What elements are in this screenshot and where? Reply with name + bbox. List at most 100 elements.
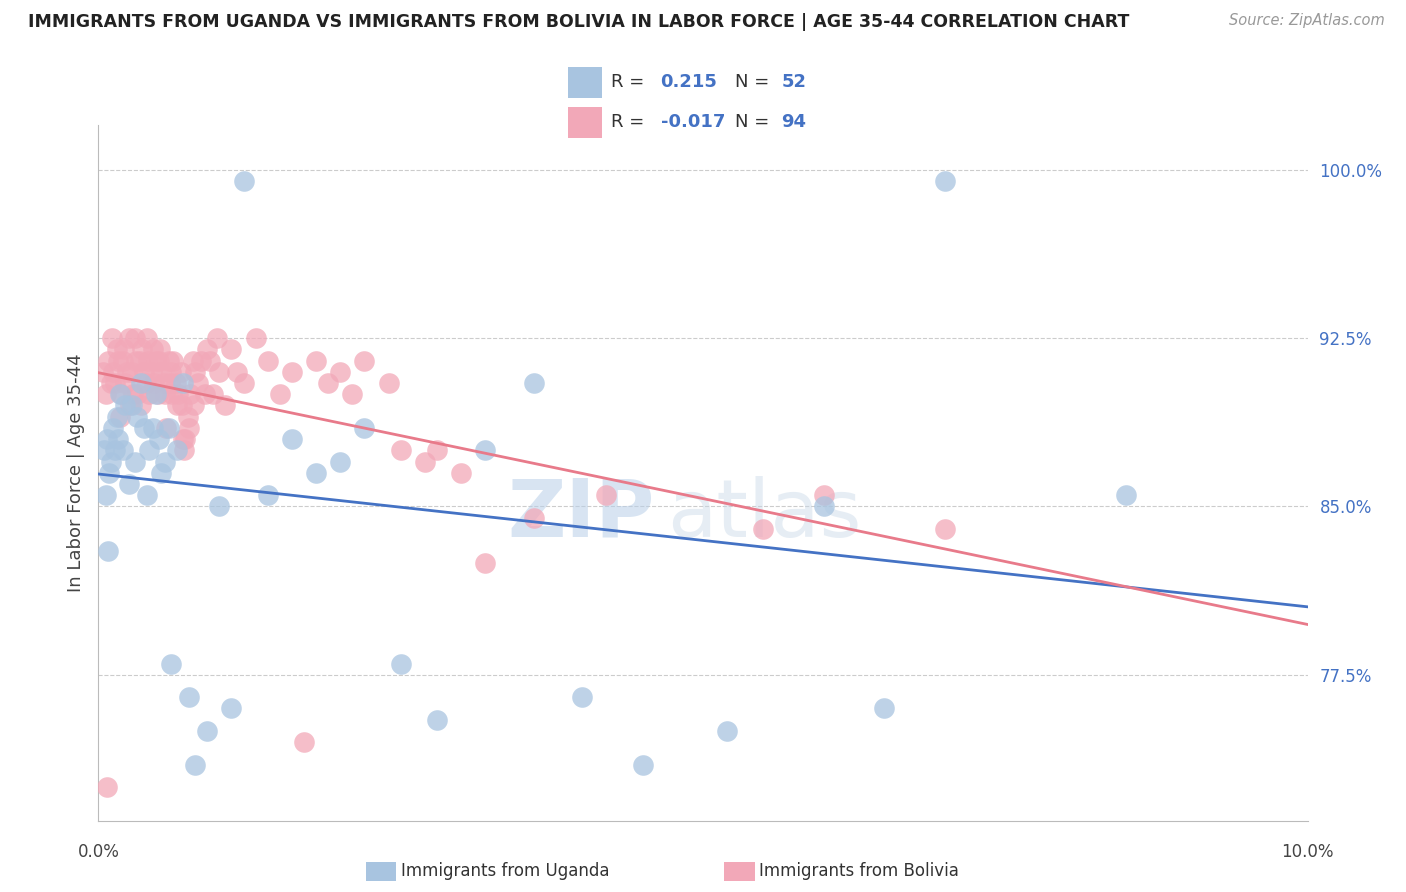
Point xyxy=(152,376,174,390)
Point xyxy=(135,488,157,502)
Point xyxy=(150,365,173,379)
Point xyxy=(174,432,197,446)
Point xyxy=(146,387,169,401)
Text: 10.0%: 10.0% xyxy=(1281,843,1334,861)
Point xyxy=(160,387,183,401)
Point xyxy=(122,387,145,401)
Point xyxy=(172,432,194,446)
Point xyxy=(232,174,254,188)
Point xyxy=(135,331,157,345)
Point xyxy=(316,376,339,390)
Point xyxy=(135,376,157,390)
Point xyxy=(523,376,546,390)
Point xyxy=(221,343,243,357)
Y-axis label: In Labor Force | Age 35-44: In Labor Force | Age 35-44 xyxy=(66,353,84,592)
Point xyxy=(426,443,449,458)
Point xyxy=(716,723,738,738)
Point xyxy=(159,376,181,390)
Point xyxy=(114,399,136,413)
Point xyxy=(269,387,291,401)
Text: N =: N = xyxy=(735,113,775,131)
Point xyxy=(121,399,143,413)
Point xyxy=(813,500,835,514)
Point xyxy=(353,353,375,368)
Point xyxy=(143,376,166,390)
Point xyxy=(118,399,141,413)
Bar xyxy=(568,107,602,138)
Text: Immigrants from Bolivia: Immigrants from Bolivia xyxy=(759,863,959,880)
Point xyxy=(125,353,148,368)
Point xyxy=(93,443,115,458)
Point xyxy=(148,432,170,446)
Point xyxy=(523,510,546,524)
Point xyxy=(142,343,165,357)
Point xyxy=(94,488,117,502)
Point xyxy=(190,353,212,368)
Point xyxy=(329,454,352,468)
Point xyxy=(179,421,201,435)
Point xyxy=(108,387,131,401)
Point xyxy=(813,488,835,502)
Point xyxy=(752,522,775,536)
Point xyxy=(101,365,124,379)
Point xyxy=(342,387,364,401)
Point xyxy=(128,353,150,368)
Point xyxy=(153,454,176,468)
Point xyxy=(100,331,122,345)
Point xyxy=(166,443,188,458)
Point xyxy=(110,387,132,401)
Point xyxy=(413,454,436,468)
Point xyxy=(134,421,156,435)
Point xyxy=(100,454,122,468)
Point xyxy=(187,376,209,390)
Point xyxy=(155,421,177,435)
Text: N =: N = xyxy=(735,73,775,91)
Point xyxy=(389,443,412,458)
Text: -0.017: -0.017 xyxy=(661,113,725,131)
Point xyxy=(98,466,121,480)
Point xyxy=(198,353,221,368)
Point xyxy=(571,690,593,705)
Point xyxy=(169,365,191,379)
Point xyxy=(167,387,190,401)
Text: Immigrants from Uganda: Immigrants from Uganda xyxy=(401,863,609,880)
Point xyxy=(177,409,200,424)
Point xyxy=(934,522,956,536)
Point xyxy=(179,387,201,401)
Point xyxy=(474,556,496,570)
Point xyxy=(127,409,149,424)
Point xyxy=(181,353,204,368)
Point xyxy=(202,387,225,401)
Point xyxy=(136,353,159,368)
Point xyxy=(157,353,180,368)
Point xyxy=(112,343,135,357)
Point xyxy=(108,409,131,424)
Point xyxy=(305,466,328,480)
Text: 0.215: 0.215 xyxy=(661,73,717,91)
Point xyxy=(221,701,243,715)
Point xyxy=(148,353,170,368)
Point xyxy=(256,488,278,502)
Text: IMMIGRANTS FROM UGANDA VS IMMIGRANTS FROM BOLIVIA IN LABOR FORCE | AGE 35-44 COR: IMMIGRANTS FROM UGANDA VS IMMIGRANTS FRO… xyxy=(28,13,1129,31)
Point xyxy=(94,387,117,401)
Point xyxy=(100,376,122,390)
Point xyxy=(107,353,129,368)
Point xyxy=(150,466,173,480)
Point xyxy=(226,365,249,379)
Text: 0.0%: 0.0% xyxy=(77,843,120,861)
Point xyxy=(184,757,207,772)
Point xyxy=(208,500,231,514)
Point xyxy=(389,657,412,671)
Point xyxy=(329,365,352,379)
Point xyxy=(353,421,375,435)
Point xyxy=(245,331,267,345)
Bar xyxy=(568,67,602,98)
Point xyxy=(631,757,654,772)
Point xyxy=(134,365,156,379)
Point xyxy=(141,365,163,379)
Point xyxy=(450,466,472,480)
Point xyxy=(934,174,956,188)
Point xyxy=(873,701,896,715)
Point xyxy=(131,343,153,357)
Point xyxy=(105,409,128,424)
